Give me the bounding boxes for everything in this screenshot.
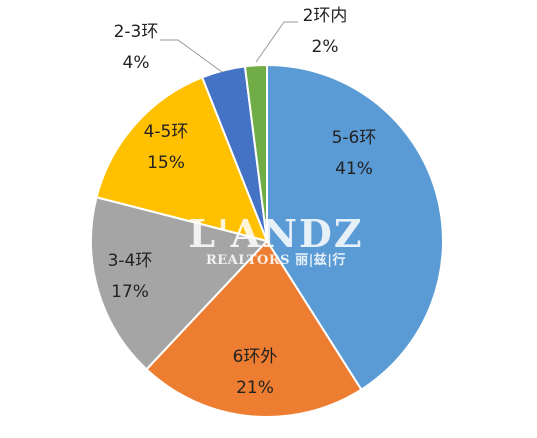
slice-category-label: 6环外 bbox=[233, 347, 278, 367]
slice-category-label: 5-6环 bbox=[332, 128, 377, 148]
watermark-sub-text: REALTORS 丽|兹|行 bbox=[206, 252, 346, 268]
slice-value-label: 17% bbox=[111, 282, 149, 302]
pie-slices bbox=[90, 63, 444, 418]
leader-line bbox=[160, 39, 223, 73]
slice-category-label: 3-4环 bbox=[108, 251, 153, 271]
landz-watermark-logo: L'ANDZ REALTORS 丽|兹|行 bbox=[188, 211, 363, 268]
slice-value-label: 41% bbox=[335, 159, 373, 179]
slice-value-label: 21% bbox=[236, 378, 274, 398]
watermark-logo-text: L'ANDZ bbox=[188, 211, 363, 256]
pie-slice-2 bbox=[145, 239, 363, 418]
slice-category-label: 2-3环 bbox=[114, 22, 159, 42]
leader-line bbox=[255, 21, 298, 63]
slice-labels: 5-6环 41% 6环外 21% 3-4环 17% 4-5环 15% 2-3环 4% 2环内 2% bbox=[108, 6, 377, 398]
slice-value-label: 4% bbox=[123, 53, 150, 73]
pie-slice-4 bbox=[95, 76, 269, 243]
slice-value-label: 2% bbox=[312, 37, 339, 57]
slice-category-label: 4-5环 bbox=[144, 122, 189, 142]
pie-slice-6 bbox=[243, 63, 268, 242]
leader-lines bbox=[160, 21, 298, 73]
pie-slice-3 bbox=[90, 196, 269, 371]
slice-value-label: 15% bbox=[147, 153, 185, 173]
slice-category-label: 2环内 bbox=[303, 6, 348, 26]
